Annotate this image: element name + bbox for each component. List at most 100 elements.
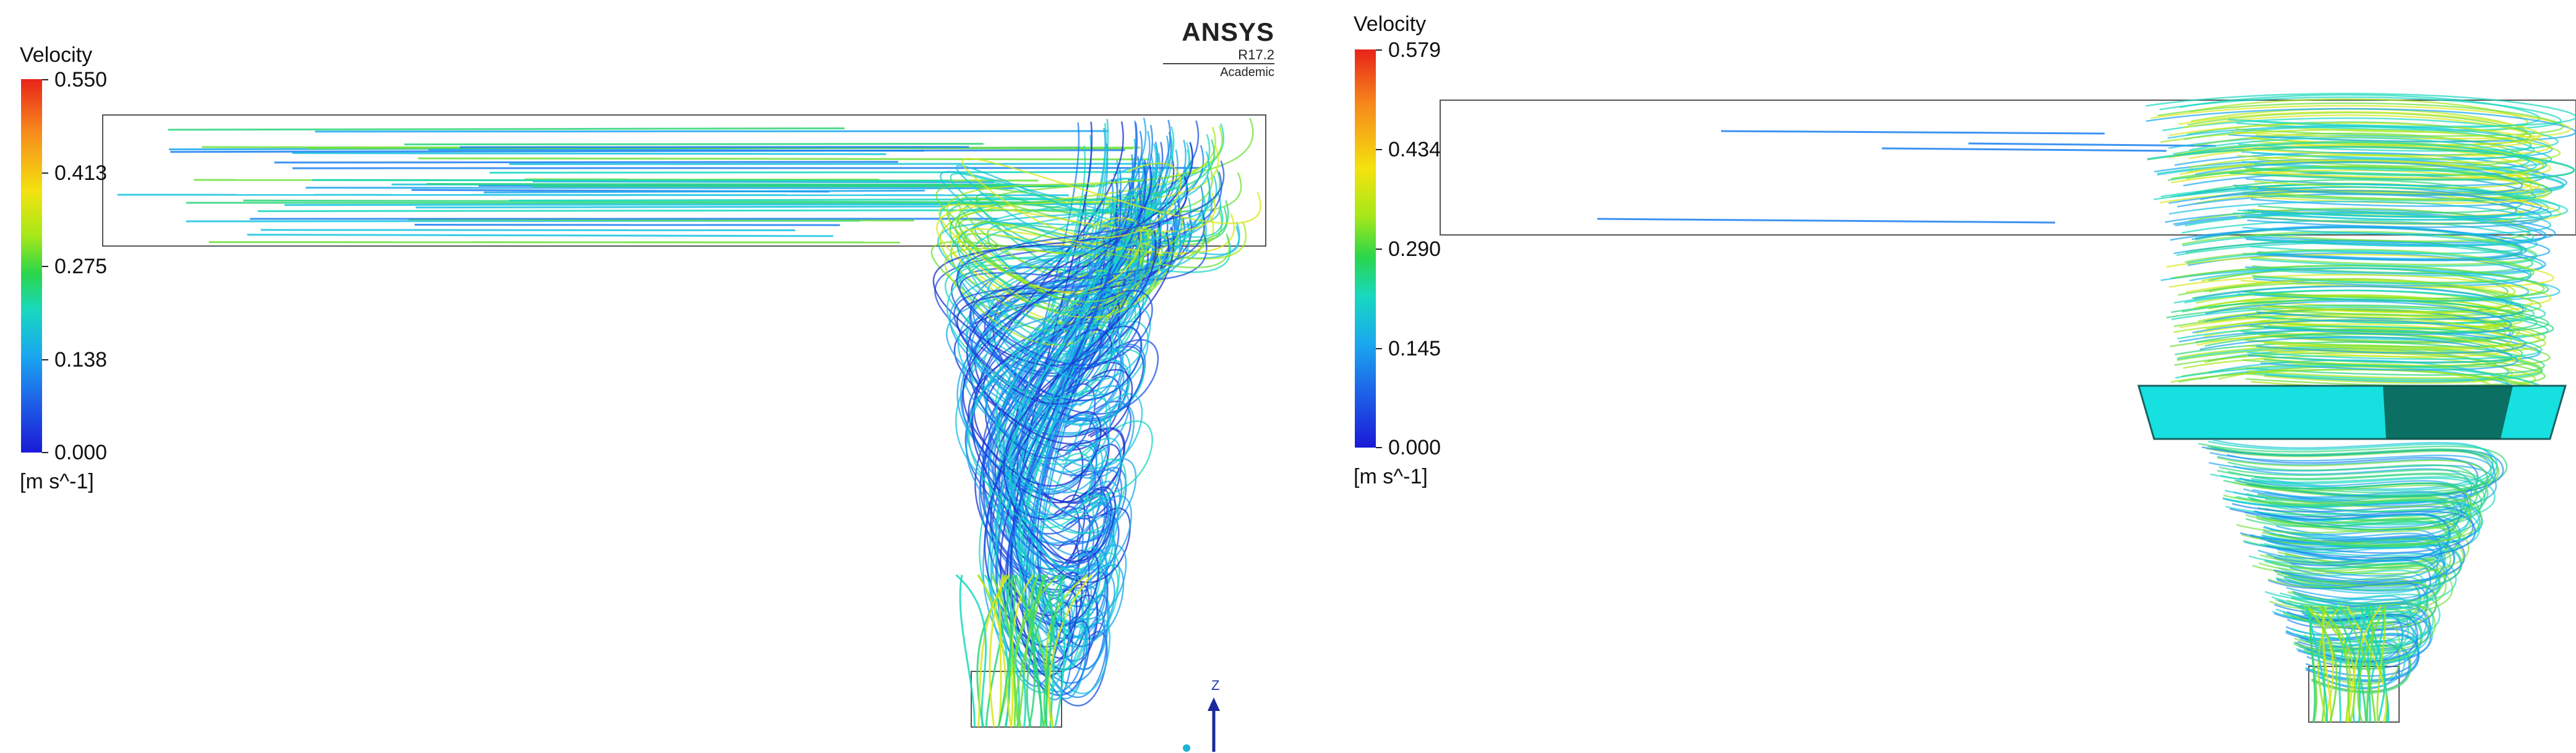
legend-tick-mark xyxy=(1376,149,1382,150)
vortex-streamline xyxy=(956,160,1225,366)
inlet-streamline xyxy=(483,189,925,194)
ansys-brand: ANSYS R17.2 Academic xyxy=(1163,17,1274,80)
vortex-streamline xyxy=(2198,443,2508,494)
vortex-streamline xyxy=(2217,469,2489,521)
vortex-streamline xyxy=(995,183,1168,514)
outlet-streamline xyxy=(2338,605,2375,723)
outlet-streamline xyxy=(2334,605,2386,723)
vortex-streamline xyxy=(2168,190,2552,224)
vortex-streamline xyxy=(2178,111,2541,146)
inlet-streamline xyxy=(1720,130,2105,135)
vortex-streamline xyxy=(2184,212,2535,247)
vortex-streamline xyxy=(938,192,1216,293)
vortex-streamline xyxy=(968,222,1161,504)
legend-tick-mark xyxy=(42,452,48,453)
vortex-streamline xyxy=(1000,179,1114,596)
vortex-streamline xyxy=(2199,336,2518,371)
legend-tick-1: 0.413 xyxy=(54,161,108,185)
vortex-streamline xyxy=(2263,530,2442,581)
inlet-streamline xyxy=(260,229,796,232)
legend-colorbar xyxy=(21,79,42,453)
legend-tick-mark xyxy=(1376,348,1382,349)
legend-tick-mark xyxy=(42,79,48,80)
vortex-streamline xyxy=(2167,125,2553,160)
vortex-streamline xyxy=(2145,93,2576,127)
legend-tick-2: 0.290 xyxy=(1388,237,1441,261)
vortex-streamline xyxy=(988,119,1171,545)
outlet-streamline xyxy=(984,574,1020,728)
inlet-streamline xyxy=(306,187,1013,190)
inlet-streamline xyxy=(1597,218,2056,224)
vortex-streamline xyxy=(2260,538,2445,589)
inlet-streamline xyxy=(312,179,950,182)
inlet-streamline xyxy=(168,127,845,131)
legend-tick-mark xyxy=(42,359,48,360)
vortex-streamline xyxy=(2210,473,2496,524)
vortex-streamline xyxy=(2255,511,2450,562)
outlet-streamline xyxy=(2367,605,2372,723)
vortex-streamline xyxy=(2239,532,2466,584)
outlet-streamline xyxy=(2331,605,2368,723)
vortex-streamline xyxy=(2223,495,2483,546)
vortex-streamline xyxy=(2186,250,2532,285)
outlet-streamline xyxy=(2366,605,2374,723)
inlet-streamline xyxy=(1968,142,2217,147)
inlet-streamline xyxy=(533,180,995,184)
streamline-view-left: Velocity 0.550 0.413 0.275 0.138 0.000 [… xyxy=(20,17,1274,752)
vortex-streamline xyxy=(968,190,1138,529)
vortex-streamline xyxy=(1009,135,1169,620)
inlet-streamline xyxy=(170,149,1125,153)
outlet-streamline xyxy=(997,574,1017,728)
vortex-streamline xyxy=(1008,200,1177,571)
vortex-streamline xyxy=(2239,477,2467,529)
vortex-streamline xyxy=(2213,446,2492,498)
vortex-streamline xyxy=(2147,146,2575,181)
outlet-streamline xyxy=(2339,605,2377,723)
vortex-streamline xyxy=(2159,96,2562,131)
outlet-streamline xyxy=(997,574,1003,728)
vortex-streamline xyxy=(949,138,1215,314)
vortex-streamline xyxy=(2181,219,2538,255)
vortex-streamline xyxy=(2182,232,2537,267)
legend-tick-3: 0.138 xyxy=(54,348,108,372)
inlet-streamline xyxy=(247,234,833,237)
vortex-streamline xyxy=(2257,550,2448,601)
vortex-streamline xyxy=(967,142,1190,347)
legend-colorbar xyxy=(1355,49,1376,448)
vortex-streamline xyxy=(2192,319,2526,354)
outlet-streamline xyxy=(2303,605,2338,723)
vortex-streamline xyxy=(2252,564,2454,616)
vortex-streamline xyxy=(2181,298,2538,333)
vortex-streamline xyxy=(2243,488,2463,539)
vortex-streamline xyxy=(2168,200,2552,236)
streamline-view-right: Velocity 0.579 0.434 0.290 0.145 0.000 [… xyxy=(1288,0,2576,753)
brand-name: ANSYS xyxy=(1182,17,1274,46)
inlet-streamline xyxy=(315,130,1109,133)
outlet-streamline xyxy=(959,574,976,728)
legend-tick-4: 0.000 xyxy=(54,441,108,464)
vortex-streamline xyxy=(2195,161,2523,196)
vortex-streamline xyxy=(986,177,1211,381)
vortex-streamline xyxy=(2205,300,2512,335)
vortex-streamline xyxy=(966,142,1193,445)
vortex-streamline xyxy=(957,213,1235,318)
vortex-streamline xyxy=(2236,495,2469,547)
outlet-streamline xyxy=(990,574,1022,728)
outlet-streamline xyxy=(1031,574,1047,728)
axis-triad-icon xyxy=(1183,697,1220,752)
legend-tick-mark xyxy=(1376,49,1382,51)
vortex-streamline xyxy=(2169,144,2551,179)
brand-version: R17.2 xyxy=(1238,47,1274,62)
vortex-streamline xyxy=(2175,265,2545,299)
vortex-streamline xyxy=(2191,226,2527,261)
outlet-streamline xyxy=(1047,574,1093,728)
vortex-streamline xyxy=(2168,167,2552,202)
streamline-plot-left xyxy=(102,114,1266,728)
vortex-streamline xyxy=(2153,186,2569,221)
vortex-streamline xyxy=(1033,237,1139,694)
vortex-streamline xyxy=(2189,137,2530,172)
vortex-streamline xyxy=(2162,117,2559,152)
inlet-streamline xyxy=(404,143,984,146)
inlet-streamline xyxy=(509,198,1088,202)
vortex-streamline xyxy=(2185,239,2534,274)
